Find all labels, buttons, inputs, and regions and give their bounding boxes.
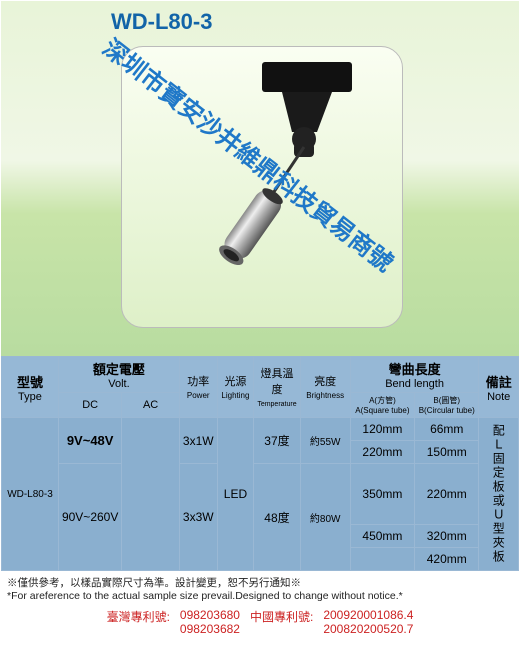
cell-bend-a3: 450mm (350, 525, 414, 548)
cell-ac: 90V~260V (58, 464, 121, 571)
cell-temp2: 48度 (254, 464, 300, 571)
model-number: WD-L80-3 (111, 9, 212, 35)
cell-dc: 9V~48V (58, 418, 121, 464)
hdr-bend-en: Bend length (385, 378, 444, 390)
hdr-note-en: Note (487, 391, 510, 403)
cell-temp1: 37度 (254, 418, 300, 464)
cell-bend-b1: 150mm (415, 441, 479, 464)
cell-bend-a4 (350, 548, 414, 571)
cell-bend-a2: 350mm (350, 464, 414, 525)
hdr-bendb-en: B(Circular tube) (419, 406, 475, 415)
cell-bend-b4: 420mm (415, 548, 479, 571)
hdr-light-en: Lighting (221, 391, 249, 400)
cell-bend-b2: 220mm (415, 464, 479, 525)
cell-bend-a1: 220mm (350, 441, 414, 464)
cell-power2: 3x3W (179, 464, 217, 571)
hdr-benda-cn: A(方管) (369, 396, 396, 405)
cell-bright2: 約80W (300, 464, 350, 571)
hdr-power-en: Power (187, 391, 210, 400)
hdr-volt-cn: 額定電壓 (93, 362, 145, 377)
hdr-power-cn: 功率 (187, 376, 209, 388)
patent-tw-label: 臺灣專利號: (107, 608, 170, 637)
hdr-ac: AC (122, 393, 180, 418)
product-sheet: WD-L80-3 (0, 0, 520, 663)
footnote-en: *For areference to the actual sample siz… (7, 590, 513, 602)
cell-bright1: 約55W (300, 418, 350, 464)
cell-bend-b0: 66mm (415, 418, 479, 441)
footnote-cn: ※僅供參考，以樣品實際尺寸為準。設計變更，恕不另行通知※ (7, 575, 513, 590)
hdr-bright-cn: 亮度 (314, 376, 336, 388)
patent-cn-label: 中國專利號: (250, 608, 313, 637)
hdr-dc: DC (58, 393, 121, 418)
cell-bend-b3: 320mm (415, 525, 479, 548)
spec-table-wrap: 型號Type 額定電壓Volt. 功率 Power 光源 Lighting 燈具溫度… (1, 356, 519, 571)
patent-tw-nums: 098203680 098203682 (180, 608, 240, 637)
hdr-bright-en: Brightness (306, 391, 344, 400)
cell-power1: 3x1W (179, 418, 217, 464)
hdr-light-cn: 光源 (224, 376, 246, 388)
patent-cn-nums: 200920001086.4 200820200520.7 (323, 608, 413, 637)
hdr-bendb-cn: B(圓管) (433, 396, 460, 405)
hdr-type-cn: 型號 (17, 375, 43, 390)
hdr-temp-cn: 燈具溫度 (260, 368, 293, 396)
spec-table: 型號Type 額定電壓Volt. 功率 Power 光源 Lighting 燈具溫度… (1, 356, 519, 571)
hero-area: WD-L80-3 (1, 1, 519, 356)
hdr-note-cn: 備註 (486, 375, 512, 390)
cell-note: 配Ｌ固定板或Ｕ型夾板 (479, 418, 519, 571)
hdr-bend-cn: 彎曲長度 (389, 362, 441, 377)
hdr-temp-en: Temperature (257, 401, 296, 408)
cell-lighting: LED (217, 418, 254, 571)
hdr-benda-en: A(Square tube) (355, 406, 409, 415)
cell-bend-a0: 120mm (350, 418, 414, 441)
hdr-type-en: Type (18, 391, 42, 403)
footnote: ※僅供參考，以樣品實際尺寸為準。設計變更，恕不另行通知※ *For arefer… (1, 571, 519, 606)
patent-block: 臺灣專利號: 098203680 098203682 中國專利號: 200920… (1, 606, 519, 643)
cell-type: WD-L80-3 (2, 418, 59, 571)
hdr-volt-en: Volt. (108, 378, 129, 390)
product-photo (121, 46, 403, 328)
